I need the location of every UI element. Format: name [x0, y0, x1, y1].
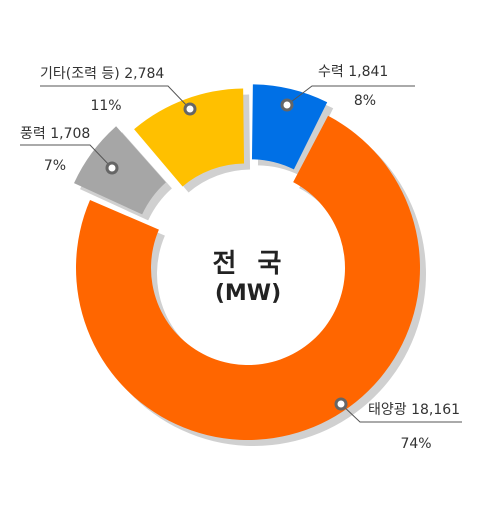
leader-dot-0 — [280, 98, 294, 112]
leader-lines — [20, 85, 462, 423]
slice-label-0: 수력 1,841 — [318, 64, 388, 80]
slice-percent-2: 7% — [44, 158, 66, 174]
leader-dot-2 — [105, 161, 119, 175]
leader-line-1 — [340, 403, 462, 423]
leader-dot-1 — [334, 397, 348, 411]
slice-label-3: 기타(조력 등) 2,784 — [40, 66, 164, 82]
slice-0 — [251, 84, 328, 170]
slice-1 — [75, 115, 421, 440]
slice-percent-3: 11% — [90, 98, 121, 114]
leader-line-3 — [40, 85, 191, 110]
leader-dot-3 — [183, 102, 197, 116]
slice-3 — [134, 88, 245, 187]
leader-line-2 — [20, 144, 113, 169]
slice-label-1: 태양광 18,161 — [368, 402, 460, 418]
slice-label-2: 풍력 1,708 — [20, 126, 90, 142]
donut-slices — [74, 84, 421, 440]
chart-title: 전 국 — [213, 249, 288, 279]
slice-labels: 수력 1,841 8% 태양광 18,161 74% 풍력 1,708 7% 기타(조력 등… — [20, 64, 460, 452]
leader-line-0 — [286, 85, 415, 106]
slice-percent-1: 74% — [400, 436, 431, 452]
slice-percent-0: 8% — [354, 93, 376, 109]
chart-unit: (MW) — [215, 281, 281, 306]
slice-2 — [74, 126, 166, 215]
